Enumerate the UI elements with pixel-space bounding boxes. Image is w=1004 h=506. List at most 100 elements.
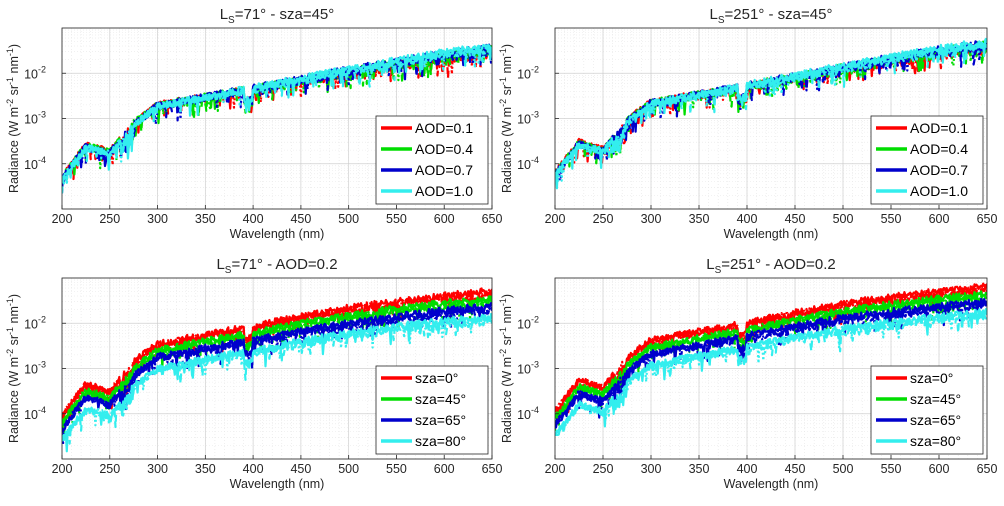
x-axis-label: Wavelength (nm) (724, 227, 819, 241)
series-group (555, 282, 987, 438)
x-tick-label: 300 (641, 212, 662, 226)
series-line-sza-80- (555, 309, 987, 438)
y-tick-label: 10-2 (517, 314, 539, 331)
chart-title: LS=71° - sza=45° (220, 6, 335, 26)
y-axis-label: Radiance (W m-2 sr-1 nm-1) (5, 44, 21, 193)
x-tick-label: 550 (386, 212, 407, 226)
series-group (62, 287, 492, 453)
legend-label: AOD=1.0 (910, 183, 968, 199)
x-tick-label: 550 (881, 462, 902, 476)
x-tick-label: 350 (195, 212, 216, 226)
legend-label: sza=65° (415, 412, 466, 428)
y-tick-label: 10-2 (24, 64, 46, 81)
x-tick-label: 200 (52, 462, 73, 476)
x-axis-label: Wavelength (nm) (230, 477, 325, 491)
series-line-aod-1-0 (62, 46, 492, 194)
series-line-sza-45- (555, 290, 987, 431)
chart-title: LS=71° - AOD=0.2 (216, 256, 337, 276)
y-tick-label: 10-4 (517, 155, 539, 172)
y-tick-exponent: -3 (531, 110, 539, 120)
y-tick-label: 10-3 (517, 110, 539, 127)
legend-label: AOD=0.1 (415, 120, 473, 136)
x-tick-label: 450 (290, 462, 311, 476)
x-tick-label: 500 (833, 212, 854, 226)
legend: sza=0° sza=45° sza=65° sza=80° (870, 365, 984, 455)
y-tick-exponent: -4 (38, 405, 46, 415)
legend-label: AOD=0.1 (910, 120, 968, 136)
legend: sza=0° sza=45° sza=65° sza=80° (375, 365, 489, 455)
x-tick-label: 350 (195, 462, 216, 476)
x-tick-label: 200 (545, 462, 566, 476)
series-line-sza-0- (555, 286, 987, 412)
x-tick-label: 350 (689, 212, 710, 226)
y-tick-exponent: -2 (531, 314, 539, 324)
y-tick-label: 10-4 (517, 405, 539, 422)
x-axis-label: Wavelength (nm) (724, 477, 819, 491)
legend-label: sza=80° (910, 433, 961, 449)
legend-label: AOD=1.0 (415, 183, 473, 199)
y-tick-label: 10-3 (24, 110, 46, 127)
x-tick-label: 250 (593, 462, 614, 476)
x-tick-label: 450 (785, 462, 806, 476)
legend-label: sza=65° (910, 412, 961, 428)
x-tick-label: 400 (243, 212, 264, 226)
x-tick-label: 250 (99, 462, 120, 476)
y-tick-exponent: -2 (531, 64, 539, 74)
y-tick-exponent: -3 (38, 110, 46, 120)
legend-label: AOD=0.4 (415, 141, 473, 157)
x-tick-label: 550 (386, 462, 407, 476)
y-axis-label: Radiance (W m-2 sr-1 nm-1) (498, 294, 514, 443)
y-tick-label: 10-3 (24, 360, 46, 377)
legend-label: sza=80° (415, 433, 466, 449)
chart-panel-3: 200 250 300 350 400 450 500 550 600 650 10-4 10-3 10… (5, 256, 502, 491)
x-tick-label: 650 (977, 212, 998, 226)
x-tick-label: 600 (434, 462, 455, 476)
y-tick-exponent: -3 (38, 360, 46, 370)
legend-label: sza=45° (415, 391, 466, 407)
x-axis-label: Wavelength (nm) (230, 227, 325, 241)
y-tick-label: 10-4 (24, 155, 46, 172)
y-axis-label: Radiance (W m-2 sr-1 nm-1) (5, 294, 21, 443)
chart-panel-1: 200 250 300 350 400 450 500 550 600 650 10-4 10-3 10… (5, 6, 502, 241)
x-tick-label: 400 (737, 462, 758, 476)
y-tick-exponent: -4 (38, 155, 46, 165)
y-tick-label: 10-4 (24, 405, 46, 422)
legend: AOD=0.1 AOD=0.4 AOD=0.7 AOD=1.0 (870, 115, 984, 205)
y-tick-label: 10-3 (517, 360, 539, 377)
x-tick-label: 600 (929, 462, 950, 476)
x-tick-label: 650 (482, 212, 503, 226)
x-tick-label: 250 (593, 212, 614, 226)
x-tick-label: 450 (785, 212, 806, 226)
x-tick-label: 200 (545, 212, 566, 226)
y-tick-exponent: -2 (38, 314, 46, 324)
chart-title: LS=251° - sza=45° (710, 6, 833, 26)
x-tick-label: 350 (689, 462, 710, 476)
x-tick-label: 600 (929, 212, 950, 226)
series-group (555, 37, 987, 190)
y-axis-label: Radiance (W m-2 sr-1 nm-1) (498, 44, 514, 193)
series-group (62, 43, 492, 194)
y-tick-exponent: -3 (531, 360, 539, 370)
legend: AOD=0.1 AOD=0.4 AOD=0.7 AOD=1.0 (375, 115, 489, 205)
x-tick-label: 600 (434, 212, 455, 226)
x-tick-label: 650 (977, 462, 998, 476)
y-tick-exponent: -4 (531, 405, 539, 415)
chart-panel-4: 200 250 300 350 400 450 500 550 600 650 10-4 10-3 10… (498, 256, 997, 491)
legend-label: AOD=0.4 (910, 141, 968, 157)
x-tick-label: 300 (641, 462, 662, 476)
legend-label: AOD=0.7 (910, 162, 968, 178)
series-line-sza-65- (62, 306, 492, 433)
chart-panel-2: 200 250 300 350 400 450 500 550 600 650 10-4 10-3 10… (498, 6, 997, 241)
x-tick-label: 400 (737, 212, 758, 226)
x-tick-label: 400 (243, 462, 264, 476)
chart-title: LS=251° - AOD=0.2 (706, 256, 835, 276)
x-tick-label: 500 (338, 212, 359, 226)
y-tick-exponent: -4 (531, 155, 539, 165)
legend-label: AOD=0.7 (415, 162, 473, 178)
x-tick-label: 300 (147, 462, 168, 476)
legend-label: sza=0° (415, 370, 458, 386)
x-tick-label: 650 (482, 462, 503, 476)
y-tick-label: 10-2 (517, 64, 539, 81)
